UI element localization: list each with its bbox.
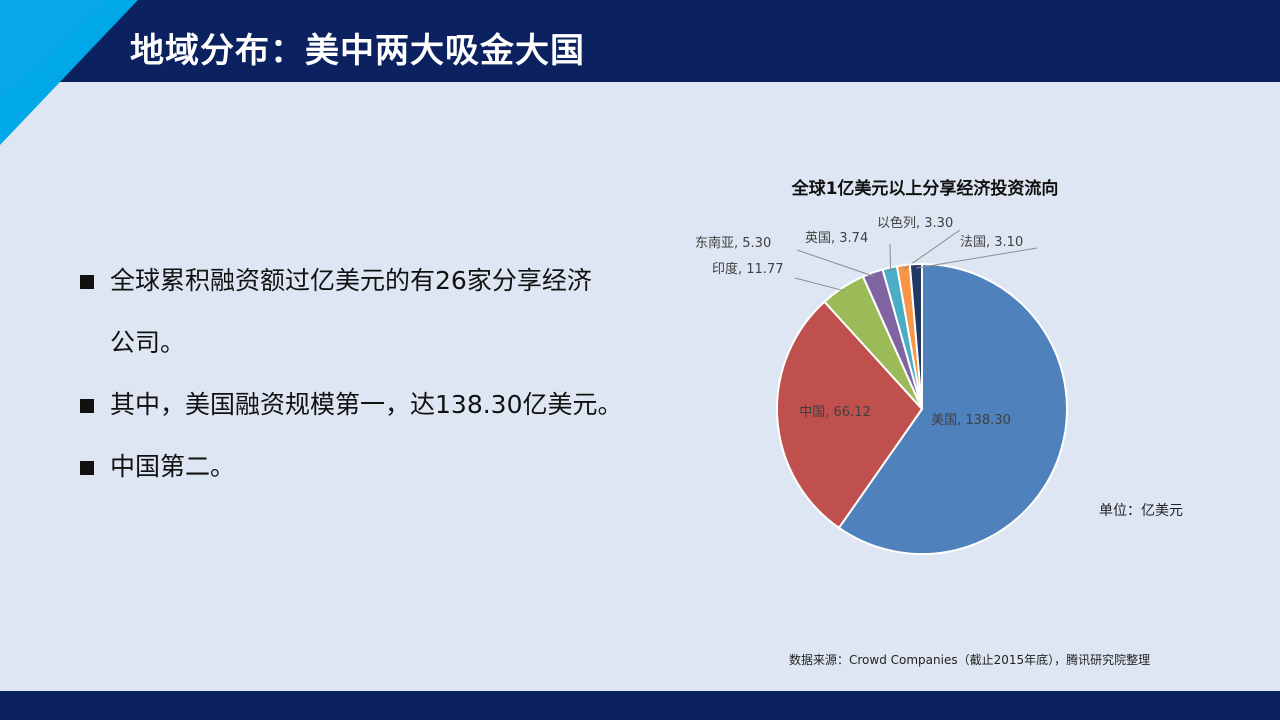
pie-slice-6 — [908, 262, 923, 410]
chart-title: 全球1亿美元以上分享经济投资流向 — [791, 179, 1059, 199]
bullet-text: 其中，美国融资规模第一，达138.30亿美元。 — [110, 390, 623, 419]
data-label-4: 英国, 3.74 — [805, 231, 868, 246]
bullet-item: 中国第二。 — [80, 436, 660, 498]
leader-line-4 — [889, 243, 892, 272]
leader-line-6 — [915, 247, 1038, 269]
bullet-list: 全球累积融资额过亿美元的有26家分享经济 公司。 其中，美国融资规模第一，达13… — [80, 250, 660, 498]
bullet-text: 公司。 — [110, 328, 186, 357]
bullet-item: 全球累积融资额过亿美元的有26家分享经济 — [80, 250, 660, 312]
pie-slice-0 — [837, 262, 1068, 555]
bullet-item: 其中，美国融资规模第一，达138.30亿美元。 — [80, 374, 660, 436]
bullet-square-icon — [80, 275, 94, 289]
source-note: 数据来源：Crowd Companies（截止2015年底），腾讯研究院整理 — [789, 653, 1151, 667]
data-label-1: 中国, 66.12 — [799, 405, 870, 420]
pie-chart: 美国, 138.30 中国, 66.12 印度, 11.77 东南亚, 5.30 英国,… — [695, 215, 1068, 555]
bullet-square-icon — [80, 461, 94, 475]
data-label-2: 印度, 11.77 — [712, 261, 783, 277]
data-label-3: 东南亚, 5.30 — [695, 235, 771, 251]
leader-line-3 — [796, 249, 875, 277]
footer-bar — [0, 691, 1280, 720]
bullet-text: 中国第二。 — [110, 452, 236, 481]
page-title: 地域分布：美中两大吸金大国 — [130, 31, 585, 71]
bullet-square-icon — [80, 399, 94, 413]
pie-slice-1 — [776, 300, 924, 530]
data-label-6: 法国, 3.10 — [960, 235, 1023, 250]
bullet-text: 全球累积融资额过亿美元的有26家分享经济 — [110, 266, 592, 295]
header-bar — [0, 0, 1280, 82]
bullet-continuation: 公司。 — [80, 312, 660, 374]
unit-label: 单位：亿美元 — [1099, 503, 1183, 519]
leader-line-5 — [903, 229, 961, 270]
data-label-5: 以色列, 3.30 — [877, 215, 953, 231]
data-label-0: 美国, 138.30 — [931, 413, 1011, 428]
leader-line-2 — [794, 277, 846, 292]
